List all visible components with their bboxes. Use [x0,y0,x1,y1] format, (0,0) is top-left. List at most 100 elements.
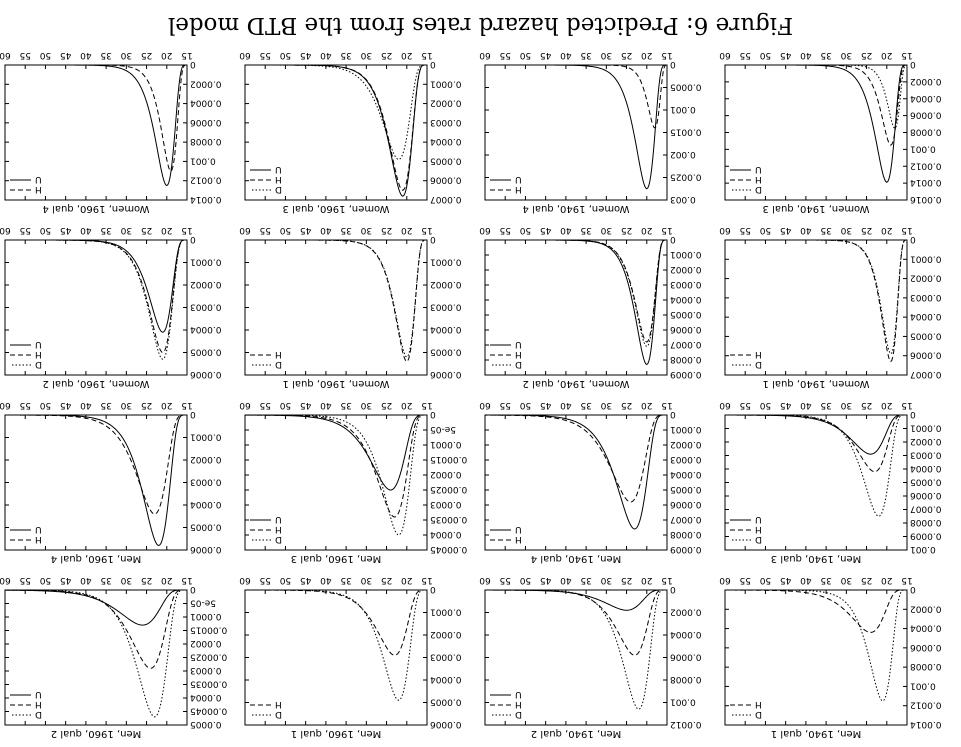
y-tick-label: 0.0004 [430,529,462,539]
x-tick-label: 35 [580,400,591,410]
panel-title: Women, 1940, qual 2 [523,378,630,389]
x-tick-label: 40 [80,50,92,60]
x-tick-label: 50 [759,50,771,60]
x-tick-label: 30 [360,225,372,235]
legend-label: D [275,184,282,194]
x-tick-label: 35 [100,575,111,585]
x-tick-label: 35 [820,400,831,410]
panel-title: Men, 1940, qual 3 [771,553,861,564]
y-tick-label: 0.0006 [190,117,222,127]
y-tick-label: 0.0004 [910,623,942,633]
x-tick-label: 25 [141,50,152,60]
x-tick-label: 30 [600,400,612,410]
chart-panel: Women, 1940, qual 1 15 20 25 30 35 40 45 50 55 60 0… [719,225,942,389]
x-tick-label: 60 [0,400,11,410]
y-tick-label: 0.0001 [670,249,702,259]
y-tick-label: 0.00025 [190,652,227,662]
y-tick-label: 0.0004 [190,98,222,108]
legend-label: H [755,699,762,709]
series-line-U [5,239,187,333]
x-tick-label: 45 [60,575,71,585]
y-tick-label: 0.0002 [670,607,702,617]
y-tick-label: 0 [670,234,676,244]
x-tick-label: 35 [580,50,591,60]
x-tick-label: 55 [259,400,270,410]
legend-label: H [35,699,42,709]
x-tick-label: 50 [519,575,531,585]
y-tick-label: 0.0008 [910,661,942,671]
x-tick-label: 20 [881,575,893,585]
y-tick-label: 0.0002 [910,603,942,613]
y-tick-label: 0.0001 [430,257,462,267]
y-tick-label: 0.0006 [430,369,462,379]
x-tick-label: 25 [381,400,392,410]
y-tick-label: 0.0003 [190,665,222,675]
plot-frame [4,414,188,551]
y-tick-label: 0.0008 [670,354,702,364]
y-tick-label: 0.0002 [190,78,222,88]
y-tick-label: 0.0006 [910,110,942,120]
series-line-U [4,589,187,626]
x-tick-label: 55 [739,400,750,410]
series-line-H [245,64,427,191]
plot-frame [484,589,668,726]
legend-label: D [275,359,282,369]
y-tick-label: 0.0007 [910,369,942,379]
legend-label: U [35,174,42,184]
legend-label: U [35,689,42,699]
y-tick-label: 0.0005 [910,330,942,340]
x-tick-label: 60 [479,575,491,585]
y-tick-label: 0.0002 [190,454,222,464]
y-tick-label: 0.0002 [910,76,942,86]
y-tick-label: 0.0008 [670,674,702,684]
series-line-D [485,239,667,348]
y-tick-label: 0.0002 [430,279,462,289]
x-tick-label: 55 [19,575,30,585]
y-tick-label: 0.0007 [430,194,462,204]
y-tick-label: 0.001 [670,697,696,707]
y-tick-label: 0.0012 [910,700,942,710]
series-line-H [244,414,427,518]
x-tick-label: 40 [320,575,332,585]
y-tick-label: 0.001 [910,143,936,153]
x-tick-label: 45 [60,400,71,410]
x-tick-label: 20 [641,400,653,410]
x-tick-label: 55 [499,225,510,235]
plot-frame [484,64,668,201]
x-tick-label: 45 [300,50,311,60]
x-tick-label: 45 [780,400,791,410]
x-tick-label: 40 [560,225,572,235]
y-tick-label: 0.0014 [190,194,222,204]
x-tick-label: 50 [519,400,531,410]
series-line-H [5,239,187,354]
series-line-U [725,64,907,183]
y-tick-label: 0.0012 [910,160,942,170]
y-tick-label: 0.00045 [190,706,227,716]
chart-panel: Women, 1940, qual 4 15 20 25 30 35 40 45 50 55 60 0… [479,50,701,214]
figure-caption: Figure 6: Predicted hazard rates from th… [167,12,794,38]
y-tick-label: 0.0007 [910,504,942,514]
x-tick-label: 50 [519,225,531,235]
chart-panel: Women, 1960, qual 4 15 20 25 30 35 40 45 50 55 60 0… [0,50,222,214]
y-tick-label: 0.0002 [670,439,702,449]
x-tick-label: 40 [560,50,572,60]
x-tick-label: 30 [360,400,372,410]
x-tick-label: 30 [120,400,132,410]
y-tick-label: 0.0002 [190,638,222,648]
y-tick-label: 0.0005 [910,477,942,487]
legend-label: U [275,164,282,174]
x-tick-label: 60 [479,400,491,410]
legend-label: H [755,349,762,359]
panel-title: Men, 1940, qual 4 [531,553,621,564]
x-tick-label: 25 [141,400,152,410]
x-tick-label: 60 [239,50,251,60]
x-tick-label: 20 [161,575,173,585]
y-tick-label: 0.001 [190,155,216,165]
x-tick-label: 60 [239,400,251,410]
y-tick-label: 0.0005 [190,719,222,729]
x-tick-label: 25 [141,575,152,585]
y-tick-label: 0.0009 [670,544,702,554]
legend-label: H [515,184,522,194]
panel-title: Men, 1960, qual 4 [51,553,141,564]
y-tick-label: 0.0001 [670,424,702,434]
